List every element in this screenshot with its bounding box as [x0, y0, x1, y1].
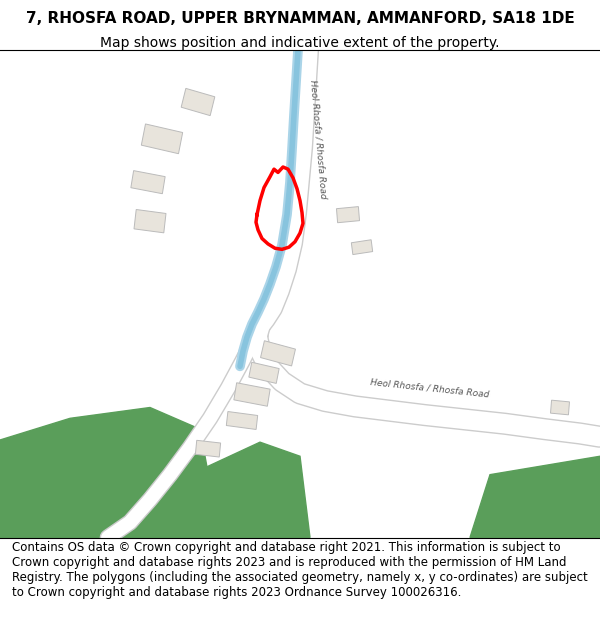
- Text: 7, RHOSFA ROAD, UPPER BRYNAMMAN, AMMANFORD, SA18 1DE: 7, RHOSFA ROAD, UPPER BRYNAMMAN, AMMANFO…: [26, 11, 574, 26]
- Bar: [551, 400, 569, 415]
- Polygon shape: [180, 442, 310, 538]
- Text: Contains OS data © Crown copyright and database right 2021. This information is : Contains OS data © Crown copyright and d…: [12, 541, 588, 599]
- Text: Heol Rhosfa / Rhosfa Road: Heol Rhosfa / Rhosfa Road: [370, 378, 490, 399]
- Polygon shape: [50, 467, 160, 538]
- Bar: [234, 382, 270, 406]
- Bar: [260, 341, 295, 366]
- Bar: [249, 362, 279, 383]
- Bar: [226, 411, 257, 429]
- Bar: [196, 440, 221, 457]
- Bar: [337, 207, 359, 222]
- Polygon shape: [0, 408, 220, 538]
- Bar: [131, 171, 165, 194]
- Bar: [352, 240, 373, 254]
- Text: Heol Rhosfa / Rhosfa Road: Heol Rhosfa / Rhosfa Road: [308, 79, 328, 199]
- Bar: [142, 124, 182, 154]
- Polygon shape: [470, 456, 600, 538]
- Bar: [181, 88, 215, 116]
- Bar: [134, 209, 166, 233]
- Text: Map shows position and indicative extent of the property.: Map shows position and indicative extent…: [100, 36, 500, 50]
